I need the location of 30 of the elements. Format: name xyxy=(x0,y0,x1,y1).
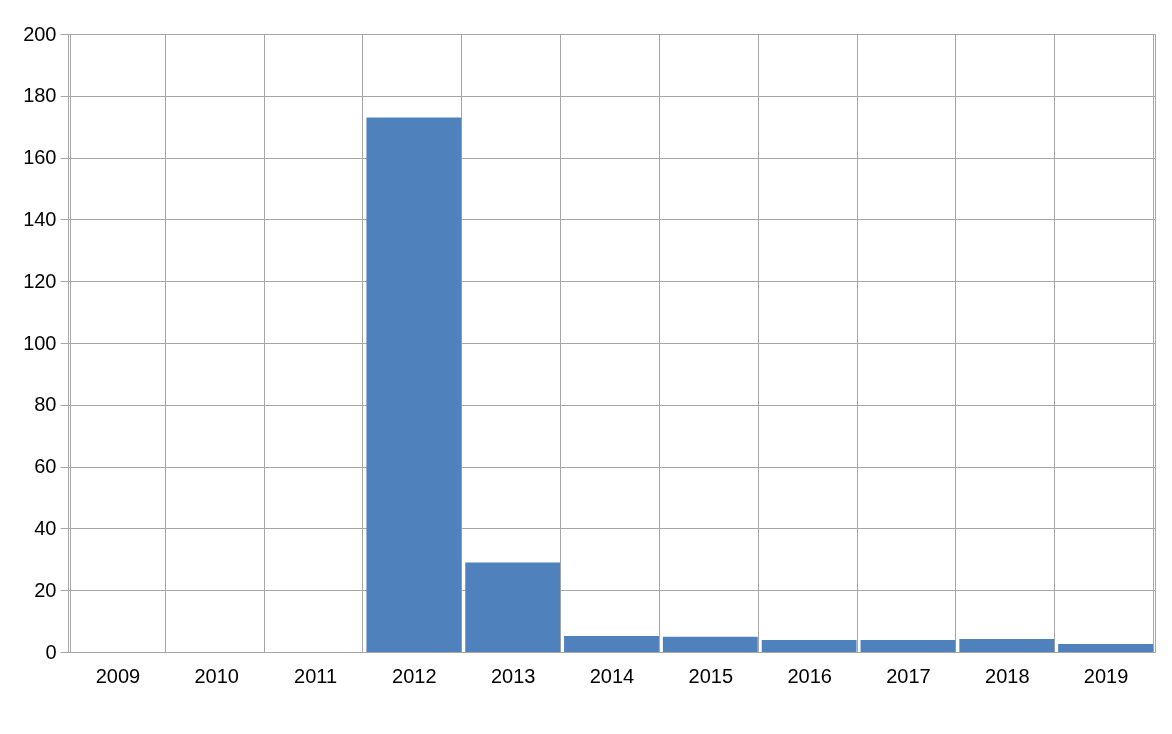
x-tick-label: 2016 xyxy=(787,664,832,687)
y-tick-label: 140 xyxy=(23,207,57,230)
x-tick-label: 2018 xyxy=(985,664,1030,687)
y-tick-label: 180 xyxy=(23,84,57,107)
bar xyxy=(366,117,462,652)
y-tick-label: 100 xyxy=(23,331,57,354)
y-tick-label: 0 xyxy=(45,640,57,663)
x-tick-label: 2019 xyxy=(1083,664,1129,687)
x-tick-label: 2015 xyxy=(688,664,734,687)
y-tick-label: 40 xyxy=(34,516,57,539)
bar xyxy=(761,639,857,652)
bar xyxy=(860,639,956,652)
x-tick-label: 2011 xyxy=(294,664,338,687)
bar xyxy=(662,636,758,652)
y-tick-label: 120 xyxy=(23,269,57,292)
x-tick-label: 2013 xyxy=(490,664,536,687)
x-tick-label: 2017 xyxy=(886,664,931,687)
x-tick-label: 2012 xyxy=(392,664,437,687)
bar xyxy=(465,562,561,652)
y-tick-label: 160 xyxy=(23,146,57,169)
y-tick-label: 200 xyxy=(23,22,57,45)
x-tick-label: 2014 xyxy=(589,664,635,687)
y-tick-label: 20 xyxy=(34,578,57,601)
x-tick-label: 2010 xyxy=(194,664,239,687)
bar xyxy=(959,639,1055,652)
x-tick-label: 2009 xyxy=(95,664,141,687)
bar xyxy=(564,635,659,652)
y-tick-label: 80 xyxy=(34,393,57,416)
bar xyxy=(1058,643,1154,652)
y-tick-label: 60 xyxy=(34,455,57,478)
